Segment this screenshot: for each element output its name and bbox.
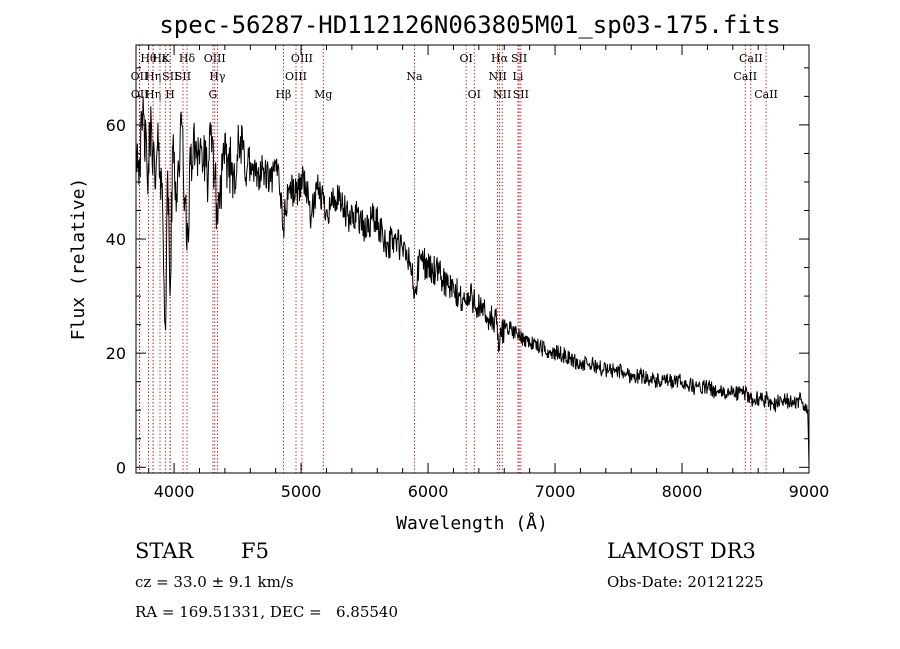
line-label-2: OII bbox=[131, 88, 149, 101]
coordinates: RA = 169.51331, DEC = 6.85540 bbox=[135, 603, 399, 621]
x-tick-label-5000: 5000 bbox=[281, 482, 322, 501]
line-label-5: Hε bbox=[152, 52, 168, 65]
line-label-17: Mg bbox=[314, 88, 332, 101]
line-label-29: CaII bbox=[754, 88, 778, 101]
axes-layer: 4000 5000 6000 7000 8000 9000 0 20 40 60 bbox=[106, 45, 830, 501]
line-label-26: SII bbox=[513, 88, 529, 101]
line-label-27: CaII bbox=[739, 52, 763, 65]
line-label-24: SII bbox=[511, 52, 527, 65]
y-axis-label: Flux (relative) bbox=[68, 178, 89, 341]
line-label-6: K bbox=[162, 52, 171, 65]
line-label-14: Hβ bbox=[275, 88, 291, 101]
plot-frame bbox=[135, 44, 810, 474]
y-tick-label-0: 0 bbox=[116, 458, 126, 477]
survey-name: LAMOST DR3 bbox=[607, 539, 756, 563]
subclass: F5 bbox=[241, 539, 269, 563]
line-label-10: SII bbox=[175, 70, 191, 83]
line-label-28: CaII bbox=[733, 70, 757, 83]
line-label-13: G bbox=[209, 88, 218, 101]
x-tick-label-8000: 8000 bbox=[662, 482, 703, 501]
x-tick-label-4000: 4000 bbox=[154, 482, 195, 501]
line-label-20: OI bbox=[468, 88, 481, 101]
line-label-0: Hθ bbox=[140, 52, 157, 65]
line-label-23: NII bbox=[493, 88, 511, 101]
x-tick-label-7000: 7000 bbox=[535, 482, 576, 501]
y-tick-label-20: 20 bbox=[106, 344, 126, 363]
flux-series-line bbox=[135, 96, 810, 468]
y-tick-label-60: 60 bbox=[106, 116, 126, 135]
line-label-22: NII bbox=[488, 70, 506, 83]
line-label-9: Hδ bbox=[179, 52, 196, 65]
line-label-15: OIII bbox=[291, 52, 313, 65]
line-label-4: Hη bbox=[145, 88, 161, 101]
line-label-16: OIII bbox=[285, 70, 307, 83]
redshift-text: cz = 33.0 ± 9.1 km/s bbox=[135, 573, 294, 591]
chart-title: spec-56287-HD112126N063805M01_sp03-175.f… bbox=[159, 11, 780, 39]
series-layer bbox=[135, 96, 810, 468]
x-axis-label: Wavelength (Å) bbox=[396, 512, 548, 534]
x-tick-label-6000: 6000 bbox=[408, 482, 449, 501]
line-label-12: Hγ bbox=[209, 70, 226, 83]
object-class: STAR bbox=[135, 539, 194, 563]
line-label-19: OI bbox=[459, 52, 472, 65]
obs-date: Obs-Date: 20121225 bbox=[607, 573, 764, 591]
y-tick-label-40: 40 bbox=[106, 230, 126, 249]
x-tick-label-9000: 9000 bbox=[789, 482, 830, 501]
line-label-8: H bbox=[165, 88, 175, 101]
line-label-25: Li bbox=[513, 70, 524, 83]
line-label-18: Na bbox=[406, 70, 423, 83]
line-label-11: OIII bbox=[204, 52, 226, 65]
line-label-21: Hα bbox=[491, 52, 509, 65]
